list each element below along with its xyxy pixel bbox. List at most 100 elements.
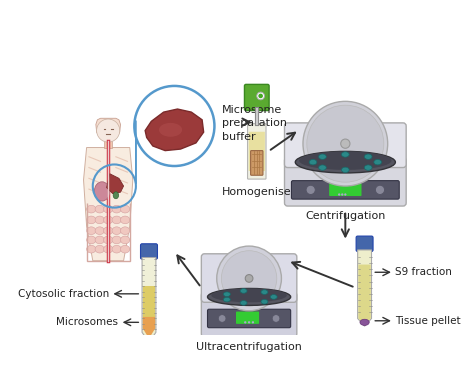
Ellipse shape xyxy=(240,300,247,305)
Ellipse shape xyxy=(95,227,104,235)
FancyBboxPatch shape xyxy=(201,292,297,337)
Circle shape xyxy=(257,92,264,100)
Circle shape xyxy=(306,185,315,194)
FancyBboxPatch shape xyxy=(292,180,399,199)
Circle shape xyxy=(97,119,120,142)
Text: Tissue pellet: Tissue pellet xyxy=(395,316,461,326)
Polygon shape xyxy=(142,258,156,342)
Ellipse shape xyxy=(159,123,182,137)
FancyBboxPatch shape xyxy=(247,124,266,179)
FancyBboxPatch shape xyxy=(208,309,291,328)
Ellipse shape xyxy=(341,167,349,173)
Ellipse shape xyxy=(87,205,96,213)
Circle shape xyxy=(221,251,277,306)
Circle shape xyxy=(258,94,263,98)
Text: Ultracentrifugation: Ultracentrifugation xyxy=(196,341,302,352)
Circle shape xyxy=(375,185,384,194)
Ellipse shape xyxy=(240,289,247,293)
FancyBboxPatch shape xyxy=(249,132,265,171)
Ellipse shape xyxy=(95,236,104,244)
Ellipse shape xyxy=(223,297,230,302)
Ellipse shape xyxy=(120,216,130,224)
Ellipse shape xyxy=(261,290,268,294)
Ellipse shape xyxy=(87,236,96,244)
Polygon shape xyxy=(145,109,204,151)
Ellipse shape xyxy=(295,152,395,173)
Polygon shape xyxy=(143,286,155,317)
Ellipse shape xyxy=(87,227,96,235)
Ellipse shape xyxy=(309,159,317,165)
Ellipse shape xyxy=(319,165,326,170)
Ellipse shape xyxy=(103,227,113,235)
Circle shape xyxy=(219,315,226,322)
Ellipse shape xyxy=(270,295,277,299)
Ellipse shape xyxy=(112,205,121,213)
Ellipse shape xyxy=(95,216,104,224)
Ellipse shape xyxy=(299,152,392,170)
Text: Centrifugation: Centrifugation xyxy=(305,211,385,221)
Circle shape xyxy=(341,193,343,196)
Circle shape xyxy=(307,105,384,182)
Ellipse shape xyxy=(208,288,291,305)
Polygon shape xyxy=(107,174,124,194)
Polygon shape xyxy=(143,317,155,338)
Polygon shape xyxy=(358,250,372,326)
Circle shape xyxy=(303,101,388,186)
Ellipse shape xyxy=(365,165,372,170)
Ellipse shape xyxy=(120,227,130,235)
Circle shape xyxy=(338,193,340,196)
FancyBboxPatch shape xyxy=(251,151,263,175)
Ellipse shape xyxy=(112,245,121,253)
Ellipse shape xyxy=(87,216,96,224)
Circle shape xyxy=(217,246,282,311)
Ellipse shape xyxy=(112,236,121,244)
Ellipse shape xyxy=(341,152,349,157)
Ellipse shape xyxy=(95,205,104,213)
Circle shape xyxy=(341,139,350,148)
FancyBboxPatch shape xyxy=(356,236,373,252)
Ellipse shape xyxy=(223,292,230,297)
Ellipse shape xyxy=(374,159,382,165)
Circle shape xyxy=(272,315,280,322)
Circle shape xyxy=(244,321,246,323)
Polygon shape xyxy=(83,147,133,261)
Ellipse shape xyxy=(365,154,372,159)
Text: Microsome
preparation
buffer: Microsome preparation buffer xyxy=(222,105,287,142)
Ellipse shape xyxy=(112,227,121,235)
Ellipse shape xyxy=(103,245,113,253)
FancyBboxPatch shape xyxy=(245,84,269,111)
Ellipse shape xyxy=(261,299,268,304)
FancyBboxPatch shape xyxy=(284,158,406,206)
Text: Microsomes: Microsomes xyxy=(56,317,118,327)
Ellipse shape xyxy=(103,216,113,224)
Circle shape xyxy=(344,193,346,196)
Ellipse shape xyxy=(319,154,326,159)
Polygon shape xyxy=(104,141,112,147)
Ellipse shape xyxy=(113,192,118,199)
Ellipse shape xyxy=(103,236,113,244)
Circle shape xyxy=(248,321,250,323)
Ellipse shape xyxy=(360,319,369,325)
Circle shape xyxy=(252,321,254,323)
Ellipse shape xyxy=(120,236,130,244)
Ellipse shape xyxy=(211,288,287,302)
FancyBboxPatch shape xyxy=(236,312,259,324)
Ellipse shape xyxy=(87,245,96,253)
Ellipse shape xyxy=(120,245,130,253)
FancyBboxPatch shape xyxy=(140,244,157,259)
Ellipse shape xyxy=(112,216,121,224)
Ellipse shape xyxy=(120,205,130,213)
Circle shape xyxy=(245,274,253,282)
Ellipse shape xyxy=(94,182,109,201)
Polygon shape xyxy=(143,258,155,286)
FancyBboxPatch shape xyxy=(329,183,362,196)
Polygon shape xyxy=(96,118,120,141)
Ellipse shape xyxy=(103,205,113,213)
Polygon shape xyxy=(358,265,371,324)
Text: Homogenise: Homogenise xyxy=(222,187,292,197)
Ellipse shape xyxy=(95,245,104,253)
FancyBboxPatch shape xyxy=(284,123,406,168)
Text: Cytosolic fraction: Cytosolic fraction xyxy=(18,289,109,299)
FancyBboxPatch shape xyxy=(201,254,297,302)
Text: S9 fraction: S9 fraction xyxy=(395,267,452,277)
